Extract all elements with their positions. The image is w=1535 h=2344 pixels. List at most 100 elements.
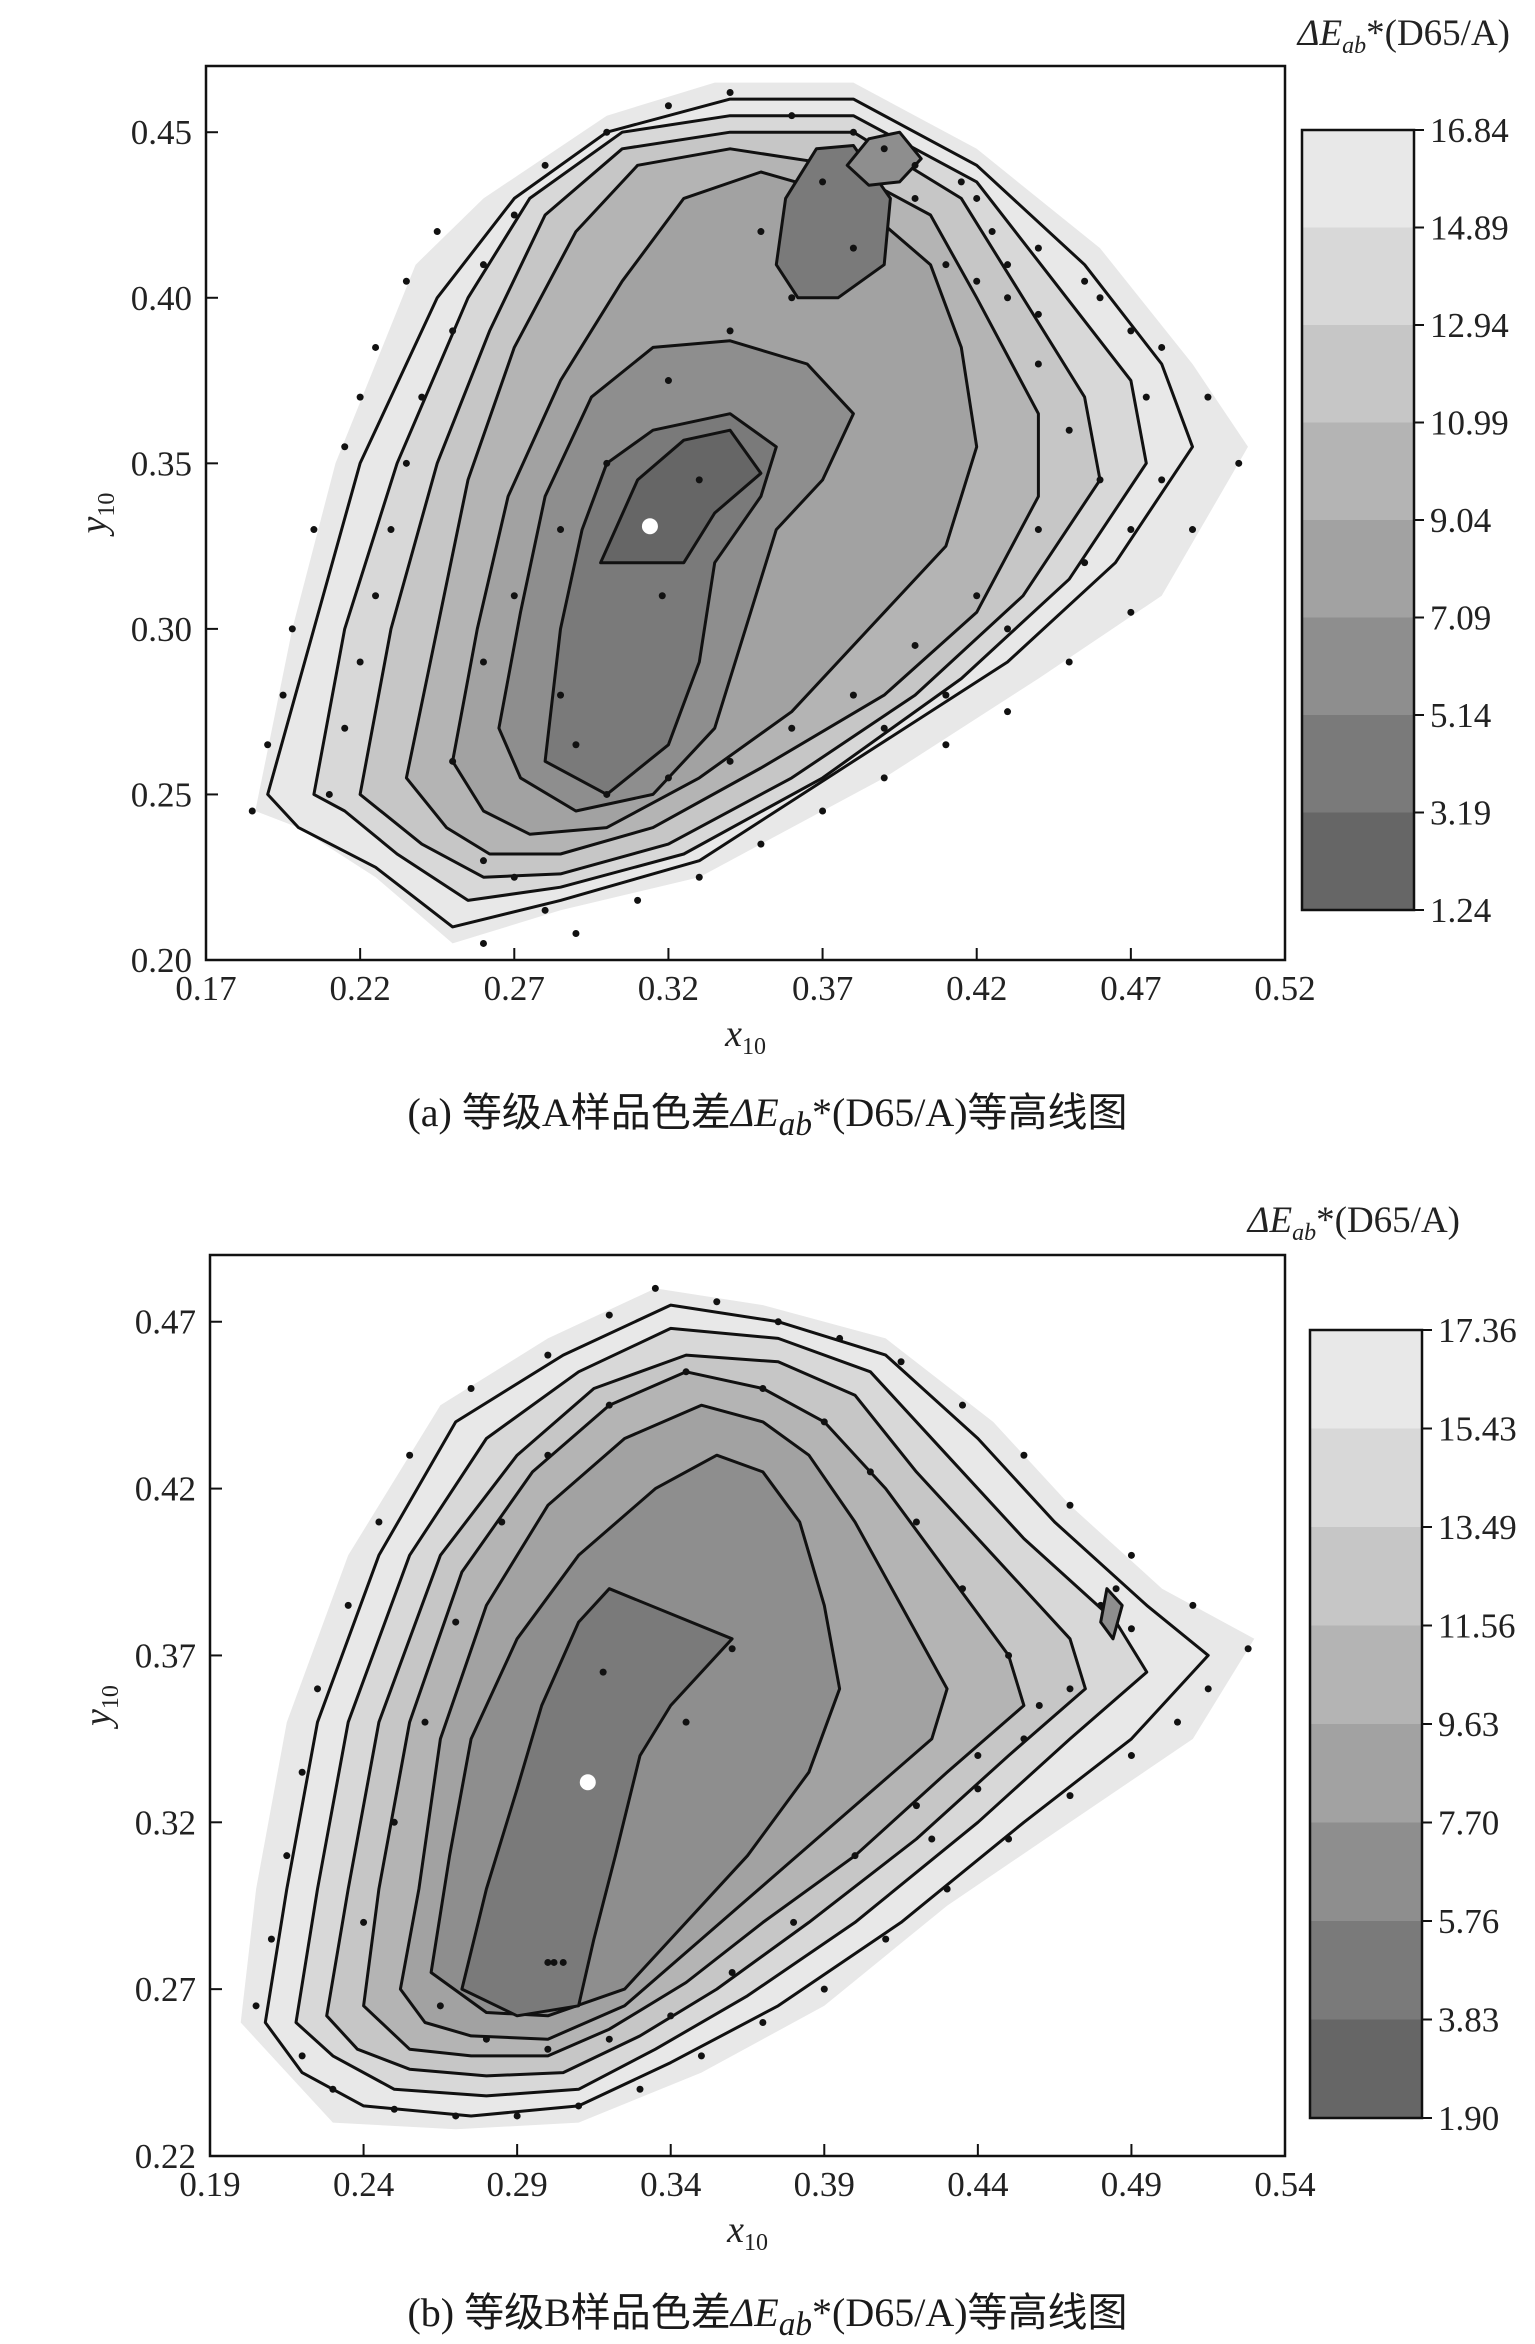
y-tick-label: 0.47 (135, 1303, 196, 1342)
sample-point (682, 1718, 690, 1726)
panel-a: 0.17 0.22 0.27 0.32 0.37 0.42 0.47 0.52 0.20 0.25… (0, 0, 1535, 1143)
plot-frame (204, 64, 1287, 962)
sample-point (449, 327, 457, 335)
colorbar-segment (1302, 812, 1414, 910)
sample-point (912, 1518, 920, 1526)
sample-point (298, 1768, 306, 1776)
y-tick-label: 0.42 (135, 1470, 196, 1509)
colorbar-segment (1302, 227, 1414, 325)
sample-point (436, 2002, 444, 2010)
x-tick-label: 0.34 (640, 2165, 701, 2204)
sample-point (1127, 1551, 1135, 1559)
colorbar-label: 5.76 (1438, 1902, 1499, 1941)
colorbar-title-suffix: *(D65/A) (1316, 1200, 1460, 1241)
caption-a-suffix: *(D65/A)等高线图 (812, 1090, 1128, 1135)
x-tick-label: 0.52 (1254, 969, 1315, 1008)
sample-point (279, 691, 287, 699)
colorbar-title-suffix: *(D65/A) (1366, 13, 1510, 54)
sample-point (713, 1298, 721, 1306)
x-tick-label: 0.39 (794, 2165, 855, 2204)
sample-point (849, 691, 857, 699)
sample-point (1034, 244, 1042, 252)
contour-plot-a: 0.17 0.22 0.27 0.32 0.37 0.42 0.47 0.52 0.20 0.25… (73, 13, 1510, 1060)
colorbar-label: 13.49 (1438, 1508, 1517, 1547)
caption-b-sub: ab (778, 2306, 813, 2343)
sample-point (375, 1518, 383, 1526)
sample-point (498, 1518, 506, 1526)
sample-point (636, 2085, 644, 2093)
y-tick-label: 0.32 (135, 1803, 196, 1842)
sample-point (820, 1985, 828, 1993)
sample-point (557, 526, 565, 534)
sample-point (959, 1401, 966, 1409)
sample-point (1096, 294, 1104, 302)
sample-point (820, 1418, 828, 1426)
contour-plot-b: 0.19 0.24 0.29 0.34 0.39 0.44 0.49 0.54 0.22 0.27… (77, 1200, 1517, 2256)
x-tick-label: 0.37 (792, 969, 853, 1008)
sample-point (1020, 1735, 1028, 1743)
x-tick-label: 0.42 (946, 969, 1007, 1008)
sample-point (658, 592, 666, 600)
sample-point (928, 1835, 936, 1843)
y-tick-label: 0.25 (131, 775, 192, 814)
y-tick-label: 0.35 (131, 444, 192, 483)
colorbar-label: 14.89 (1430, 209, 1509, 248)
sample-point (959, 1585, 966, 1593)
contour-band-9 (845, 130, 923, 187)
y-tick-label: 0.45 (131, 113, 192, 152)
sample-point (911, 641, 919, 649)
sample-point (849, 244, 857, 252)
colorbar-segment (1302, 422, 1414, 520)
sample-point (1127, 1625, 1135, 1633)
sample-point (1034, 360, 1042, 368)
contour-band-8 (774, 144, 892, 300)
sample-point (788, 112, 796, 120)
sample-point (344, 1601, 352, 1609)
y-axis-title: y10 (77, 1685, 124, 1730)
panel-b: 0.19 0.24 0.29 0.34 0.39 0.44 0.49 0.54 0.22 0.27… (0, 1180, 1535, 2344)
sample-point (849, 128, 857, 136)
sample-point (759, 2019, 767, 2027)
sample-point (479, 939, 487, 947)
sample-point (356, 393, 364, 401)
colorbar-title-sub: ab (1292, 1220, 1316, 1246)
sample-point (1066, 1792, 1074, 1800)
x-tick-label: 0.32 (638, 969, 699, 1008)
sample-point (513, 2112, 521, 2120)
sample-point (728, 1968, 736, 1976)
x-tick-label: 0.22 (330, 969, 391, 1008)
sample-point (882, 1935, 890, 1943)
sample-point (421, 1718, 429, 1726)
x-tick-label: 0.19 (179, 2165, 240, 2204)
sample-point (1081, 277, 1089, 285)
sample-point (341, 724, 349, 732)
sample-point (697, 2052, 705, 2060)
sample-point (1034, 526, 1042, 534)
sample-point (1096, 476, 1104, 484)
sample-point (726, 327, 734, 335)
colorbar-segment (1310, 1724, 1422, 1823)
sample-point (912, 1802, 920, 1810)
sample-point (390, 2105, 398, 2113)
x-tick-label: 0.44 (947, 2165, 1008, 2204)
sample-point (390, 1818, 398, 1826)
white-point-marker (641, 518, 658, 535)
y-axis-title-sub: 10 (98, 1685, 124, 1709)
sample-point (248, 807, 256, 815)
sample-point (819, 807, 827, 815)
sample-point (880, 145, 888, 153)
sample-point (851, 1852, 859, 1860)
caption-a-metric: ΔE (730, 1090, 779, 1135)
colorbar-label: 15.43 (1438, 1410, 1517, 1449)
sample-point (356, 658, 364, 666)
colorbar-label: 1.90 (1438, 2099, 1499, 2138)
x-tick-label: 0.24 (333, 2165, 394, 2204)
sample-point (1066, 1501, 1074, 1509)
sample-point (572, 741, 580, 749)
sample-point (634, 896, 642, 904)
sample-point (651, 1284, 659, 1292)
caption-b-suffix: *(D65/A)等高线图 (812, 2290, 1128, 2335)
colorbar-title: ΔEab*(D65/A) (1246, 1200, 1460, 1246)
sample-point (1127, 1752, 1135, 1760)
sample-point (449, 757, 457, 765)
